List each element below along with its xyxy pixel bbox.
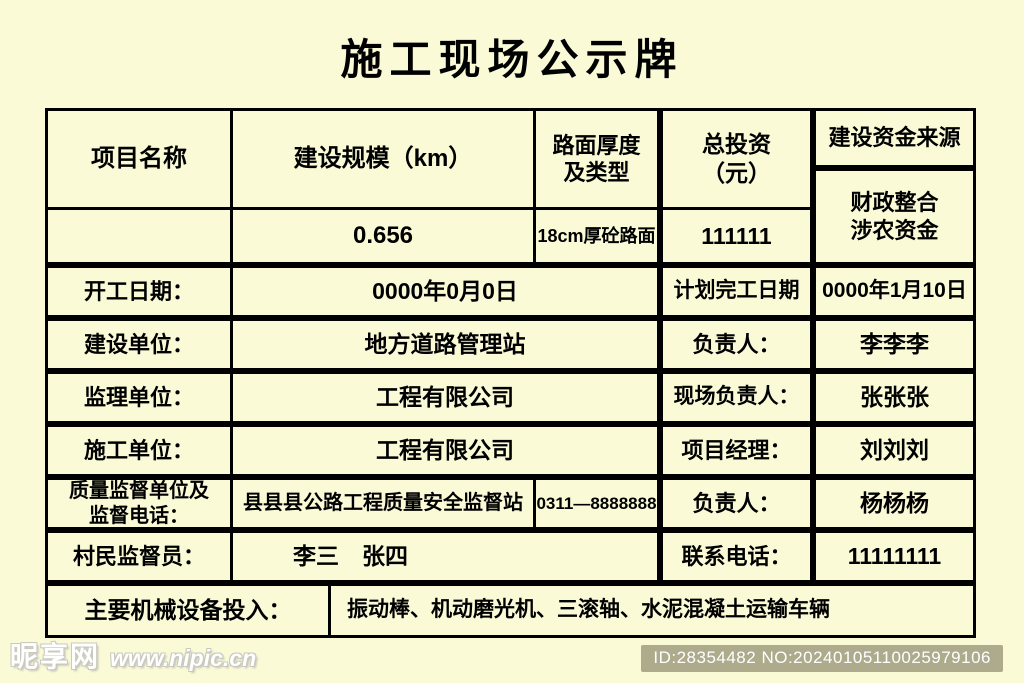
- header-funding-source: 建设资金来源: [816, 111, 973, 165]
- watermark-site-url: www.nipic.cn: [110, 645, 257, 671]
- header-scale: 建设规模（km）: [233, 111, 533, 207]
- label-quality-manager: 负责人：: [663, 480, 810, 527]
- notice-table: 项目名称 建设规模（km） 路面厚度 及类型 总投资 （元） 建设资金来源 财政…: [45, 108, 976, 638]
- label-builder-manager: 负责人：: [663, 321, 810, 368]
- cell-builder: 地方道路管理站: [233, 321, 657, 368]
- cell-site-manager: 张张张: [816, 374, 973, 421]
- cell-villager-supervisor: 李三 张四: [233, 533, 657, 580]
- cell-thickness-value: 18cm厚砼路面: [536, 210, 657, 262]
- cell-investment-value: 111111: [663, 210, 810, 262]
- label-contact-phone: 联系电话：: [663, 533, 810, 580]
- header-thickness: 路面厚度 及类型: [536, 111, 657, 207]
- label-project-manager: 项目经理：: [663, 427, 810, 474]
- cell-quality-supervision-unit: 县县县公路工程质量安全监督站: [233, 480, 533, 527]
- watermark-site-name: 昵享网: [10, 641, 101, 672]
- header-investment: 总投资 （元）: [663, 111, 810, 207]
- header-project-name: 项目名称: [48, 111, 230, 207]
- label-supervision-unit: 监理单位：: [48, 374, 230, 421]
- page-title: 施工现场公示牌: [340, 36, 684, 83]
- image-id-badge: ID:28354482 NO:20240105110025979106: [641, 645, 1003, 672]
- label-villager-supervisor: 村民监督员：: [48, 533, 230, 580]
- cell-project-name-value: [48, 210, 230, 262]
- cell-scale-value: 0.656: [233, 210, 533, 262]
- watermark: 昵享网 www.nipic.cn: [10, 635, 256, 675]
- label-site-manager: 现场负责人：: [663, 374, 810, 421]
- cell-quality-supervision-phone: 0311—8888888: [536, 480, 657, 527]
- label-machinery: 主要机械设备投入：: [48, 586, 328, 635]
- label-contractor: 施工单位：: [48, 427, 230, 474]
- cell-supervision-unit: 工程有限公司: [233, 374, 657, 421]
- cell-planned-finish-date: 0000年1月10日: [816, 268, 973, 315]
- label-builder: 建设单位：: [48, 321, 230, 368]
- label-start-date: 开工日期：: [48, 268, 230, 315]
- cell-machinery: 振动棒、机动磨光机、三滚轴、水泥混凝土运输车辆: [331, 586, 973, 635]
- cell-project-manager: 刘刘刘: [816, 427, 973, 474]
- cell-funding-value: 财政整合 涉农资金: [816, 171, 973, 262]
- cell-contractor: 工程有限公司: [233, 427, 657, 474]
- cell-contact-phone: 11111111: [816, 533, 973, 580]
- label-quality-supervision: 质量监督单位及 监督电话：: [48, 480, 230, 527]
- label-planned-finish-date: 计划完工日期: [663, 268, 810, 315]
- cell-start-date: 0000年0月0日: [233, 268, 657, 315]
- cell-quality-manager: 杨杨杨: [816, 480, 973, 527]
- cell-builder-manager: 李李李: [816, 321, 973, 368]
